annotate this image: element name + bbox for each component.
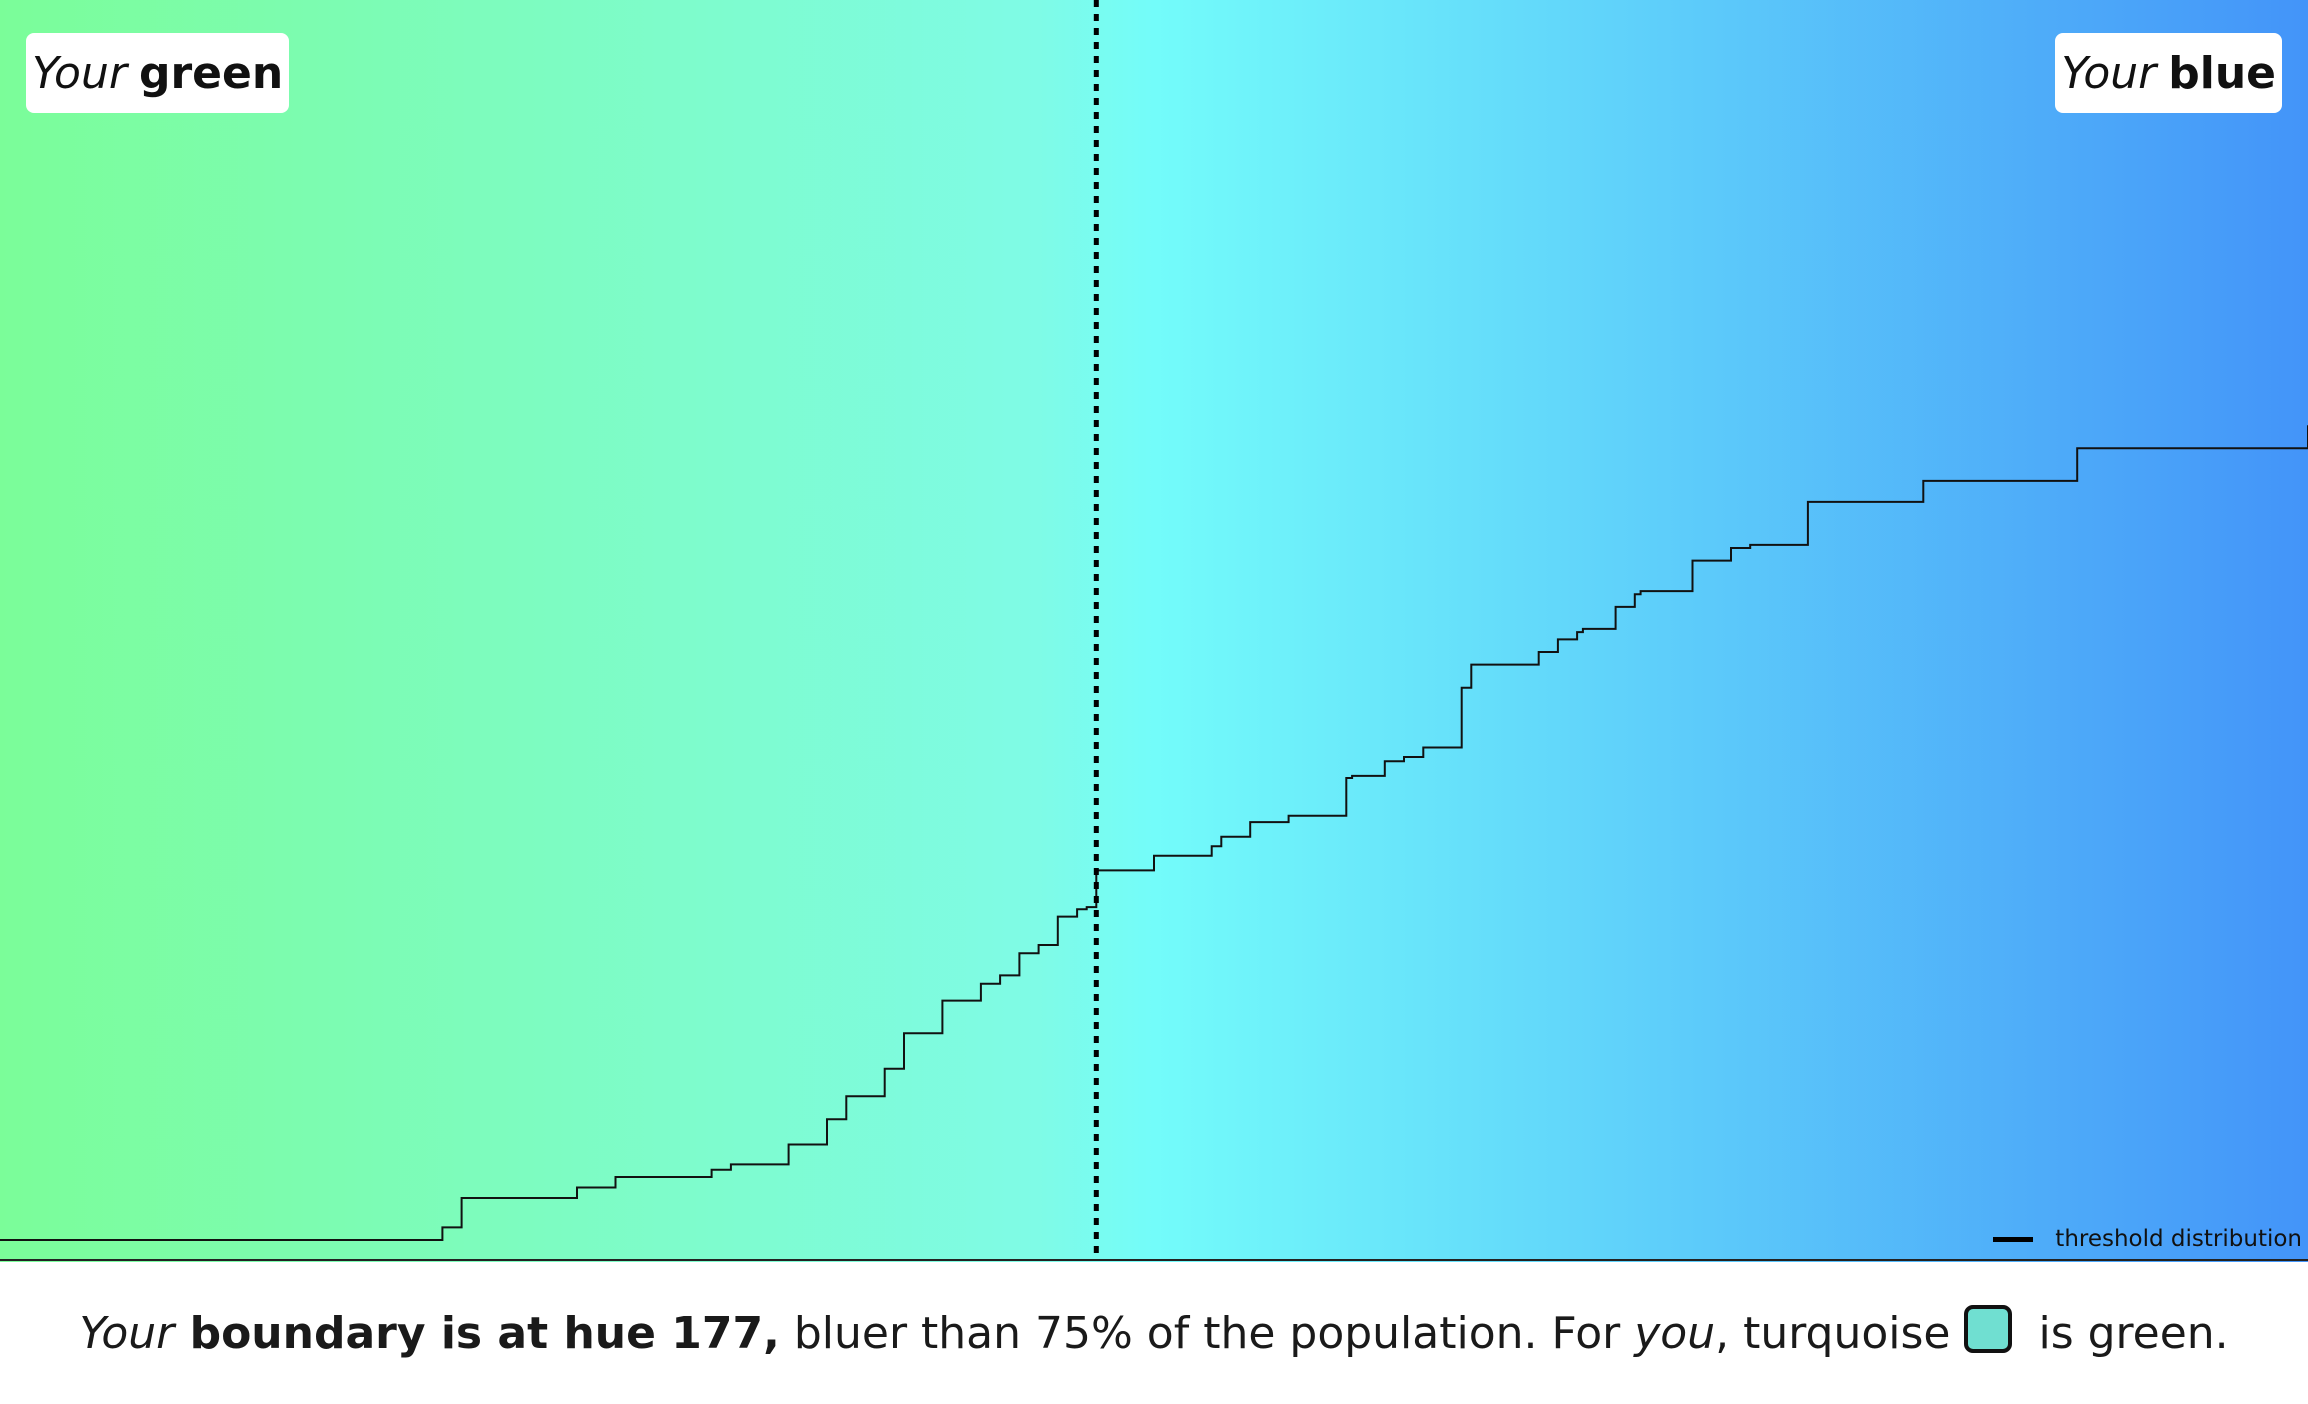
your-green-prefix: Your	[32, 47, 127, 99]
legend-label: threshold distribution	[2055, 1226, 2302, 1252]
legend-line-swatch	[1993, 1236, 2034, 1242]
your-green-word: green	[138, 47, 284, 99]
threshold-chart-svg	[0, 0, 2308, 1262]
result-caption: Your boundary is at hue 177, bluer than …	[0, 1262, 2308, 1404]
caption-boundary: boundary is at hue 177,	[174, 1307, 780, 1359]
caption-your: Your	[79, 1307, 175, 1359]
caption-population: bluer than 75% of the population. For	[779, 1307, 1635, 1359]
hue-chart: Your green Your blue threshold distribut…	[0, 0, 2308, 1262]
caption-turquoise: , turquoise	[1715, 1307, 1951, 1359]
turquoise-color-swatch	[1964, 1305, 2013, 1353]
your-blue-prefix: Your	[2061, 47, 2157, 99]
hue-gradient-background	[0, 0, 2308, 1262]
your-blue-word: blue	[2168, 47, 2276, 99]
chart-legend: threshold distribution	[1993, 1226, 2302, 1252]
your-blue-label: Your blue	[2055, 33, 2282, 113]
caption-is-green: is green.	[2024, 1307, 2229, 1359]
caption-you: you	[1634, 1307, 1716, 1359]
threshold-distribution-line	[0, 425, 2308, 1241]
your-green-label: Your green	[26, 33, 290, 113]
